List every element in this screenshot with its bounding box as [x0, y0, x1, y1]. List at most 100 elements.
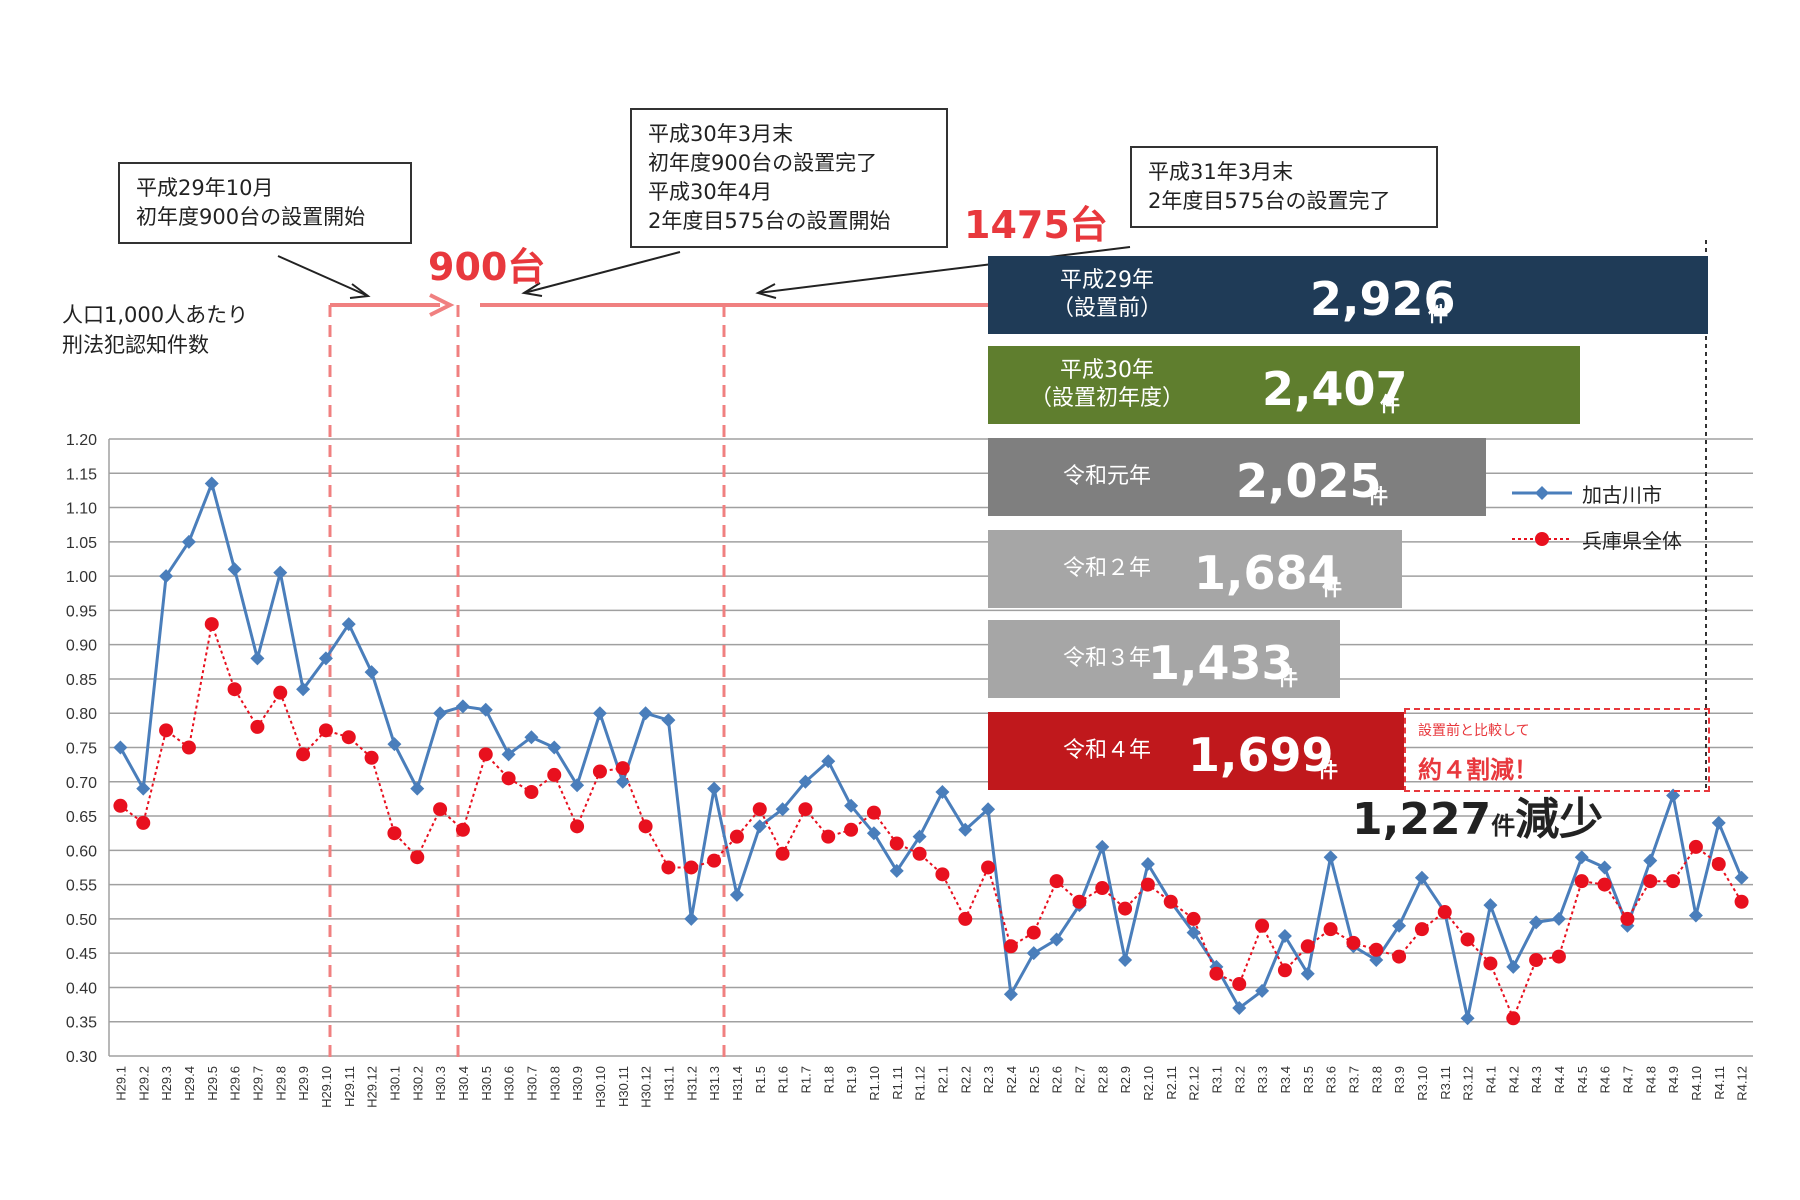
y-tick-label: 0.45 [66, 946, 97, 963]
year-label: 令和４年 [1002, 712, 1212, 790]
year-count: 2,407 [1262, 362, 1408, 416]
hyogo-point [364, 750, 379, 765]
hyogo-point [638, 819, 653, 834]
x-tick-label: H30.10 [593, 1066, 608, 1108]
diamond-marker-icon [1512, 486, 1572, 500]
x-tick-label: R2.12 [1187, 1066, 1202, 1101]
hyogo-point [729, 829, 744, 844]
kakogawa-point [364, 665, 379, 680]
hyogo-point [752, 802, 767, 817]
kakogawa-point [1186, 925, 1201, 940]
year-total-r4: 令和４年 1,699 件 [988, 712, 1404, 790]
kakogawa-point [1392, 918, 1407, 933]
x-tick-label: R1.8 [821, 1066, 836, 1093]
year-unit: 件 [1318, 758, 1338, 782]
kakogawa-point [661, 713, 676, 728]
kakogawa-point [570, 778, 585, 793]
callout-line: 平成30年4月 [648, 180, 773, 204]
legend-label: 加古川市 [1582, 482, 1662, 507]
callout-phase1-complete: 平成30年3月末 初年度900台の設置完了 平成30年4月 2年度目575台の設… [630, 108, 948, 248]
kakogawa-point [1734, 870, 1749, 885]
x-tick-label: R1.12 [913, 1066, 928, 1101]
kakogawa-point [615, 774, 630, 789]
x-tick-label: R4.1 [1483, 1066, 1498, 1093]
kakogawa-point [1597, 860, 1612, 875]
series-line-hyogo [119, 620, 1743, 1021]
legend: 加古川市 兵庫県全体 [1510, 470, 1682, 562]
hyogo-point [1346, 935, 1361, 950]
callout-line: 2年度目575台の設置完了 [1148, 189, 1391, 213]
kakogawa-point [227, 562, 242, 577]
hyogo-point [181, 740, 196, 755]
y-tick-label: 0.50 [66, 912, 97, 929]
reduction-note: 設置前と比較して [1418, 723, 1530, 739]
year-unit: 件 [1368, 484, 1388, 508]
hyogo-point [798, 802, 813, 817]
x-tick-label: H31.1 [661, 1066, 676, 1101]
kakogawa-point [547, 740, 562, 755]
x-tick-label: H29.7 [250, 1066, 265, 1101]
hyogo-point [387, 826, 402, 841]
decrease-suffix: 減少 [1515, 794, 1604, 845]
x-tick-label: R2.11 [1164, 1066, 1179, 1100]
kakogawa-point [592, 706, 607, 721]
hyogo-point [204, 617, 219, 632]
installation-markers [277, 240, 1707, 1062]
x-tick-label: R1.11 [890, 1066, 905, 1100]
x-tick-label: R3.5 [1301, 1066, 1316, 1093]
x-tick-label: R2.5 [1027, 1066, 1042, 1093]
x-tick-label: H29.3 [159, 1066, 174, 1101]
hyogo-point [1529, 953, 1544, 968]
year-count: 1,433 [1148, 636, 1294, 690]
y-tick-label: 0.35 [66, 1015, 97, 1032]
gridlines [108, 438, 1753, 1057]
x-tick-label: R3.2 [1232, 1066, 1247, 1093]
x-tick-label: R4.11 [1712, 1066, 1727, 1100]
hyogo-point [866, 805, 881, 820]
legend-item-kakogawa: 加古川市 [1510, 470, 1682, 516]
hyogo-point [1688, 839, 1703, 854]
kakogawa-point [684, 911, 699, 926]
year-unit: 件 [1428, 302, 1448, 326]
year-label: 令和元年 [1002, 438, 1212, 516]
y-tick-label: 1.15 [66, 466, 97, 483]
callout-pointer-2 [523, 251, 681, 294]
x-tick-label: R2.1 [935, 1066, 950, 1093]
kakogawa-point [478, 702, 493, 717]
x-tick-label: R2.6 [1050, 1066, 1065, 1093]
year-label-line: （設置初年度） [1029, 386, 1184, 411]
hyogo-point [889, 836, 904, 851]
hyogo-point [1506, 1011, 1521, 1026]
kakogawa-point [136, 781, 151, 796]
hyogo-point [136, 815, 151, 830]
decrease-unit: 件 [1491, 812, 1516, 840]
x-tick-label: R3.12 [1461, 1066, 1476, 1101]
y-tick-label: 0.70 [66, 775, 97, 792]
hyogo-point [273, 685, 288, 700]
hyogo-point [775, 846, 790, 861]
year-label-line: （設置前） [1051, 296, 1162, 321]
x-tick-label: R2.10 [1141, 1066, 1156, 1101]
kakogawa-point [889, 863, 904, 878]
x-tick-label: H30.5 [479, 1066, 494, 1101]
kakogawa-point [159, 569, 174, 584]
kakogawa-point [410, 781, 425, 796]
hyogo-point [1186, 911, 1201, 926]
hyogo-point [1437, 905, 1452, 920]
kakogawa-point [798, 774, 813, 789]
x-tick-label: R3.6 [1324, 1066, 1339, 1093]
kakogawa-point [1688, 908, 1703, 923]
callout-pointer-3 [757, 246, 1131, 294]
circle-marker-icon [1512, 532, 1572, 546]
x-tick-label: H29.1 [113, 1066, 128, 1101]
hyogo-point [547, 767, 562, 782]
hyogo-point [227, 682, 242, 697]
year-unit: 件 [1278, 666, 1298, 690]
x-tick-label: R2.8 [1095, 1066, 1110, 1093]
x-tick-label: H29.6 [228, 1066, 243, 1101]
hyogo-point [1072, 894, 1087, 909]
x-tick-label: R4.7 [1620, 1066, 1635, 1093]
year-label: 令和３年 [1002, 620, 1212, 698]
kakogawa-point [775, 802, 790, 817]
year-total-h30: 平成30年 （設置初年度） 2,407 件 [988, 346, 1580, 424]
